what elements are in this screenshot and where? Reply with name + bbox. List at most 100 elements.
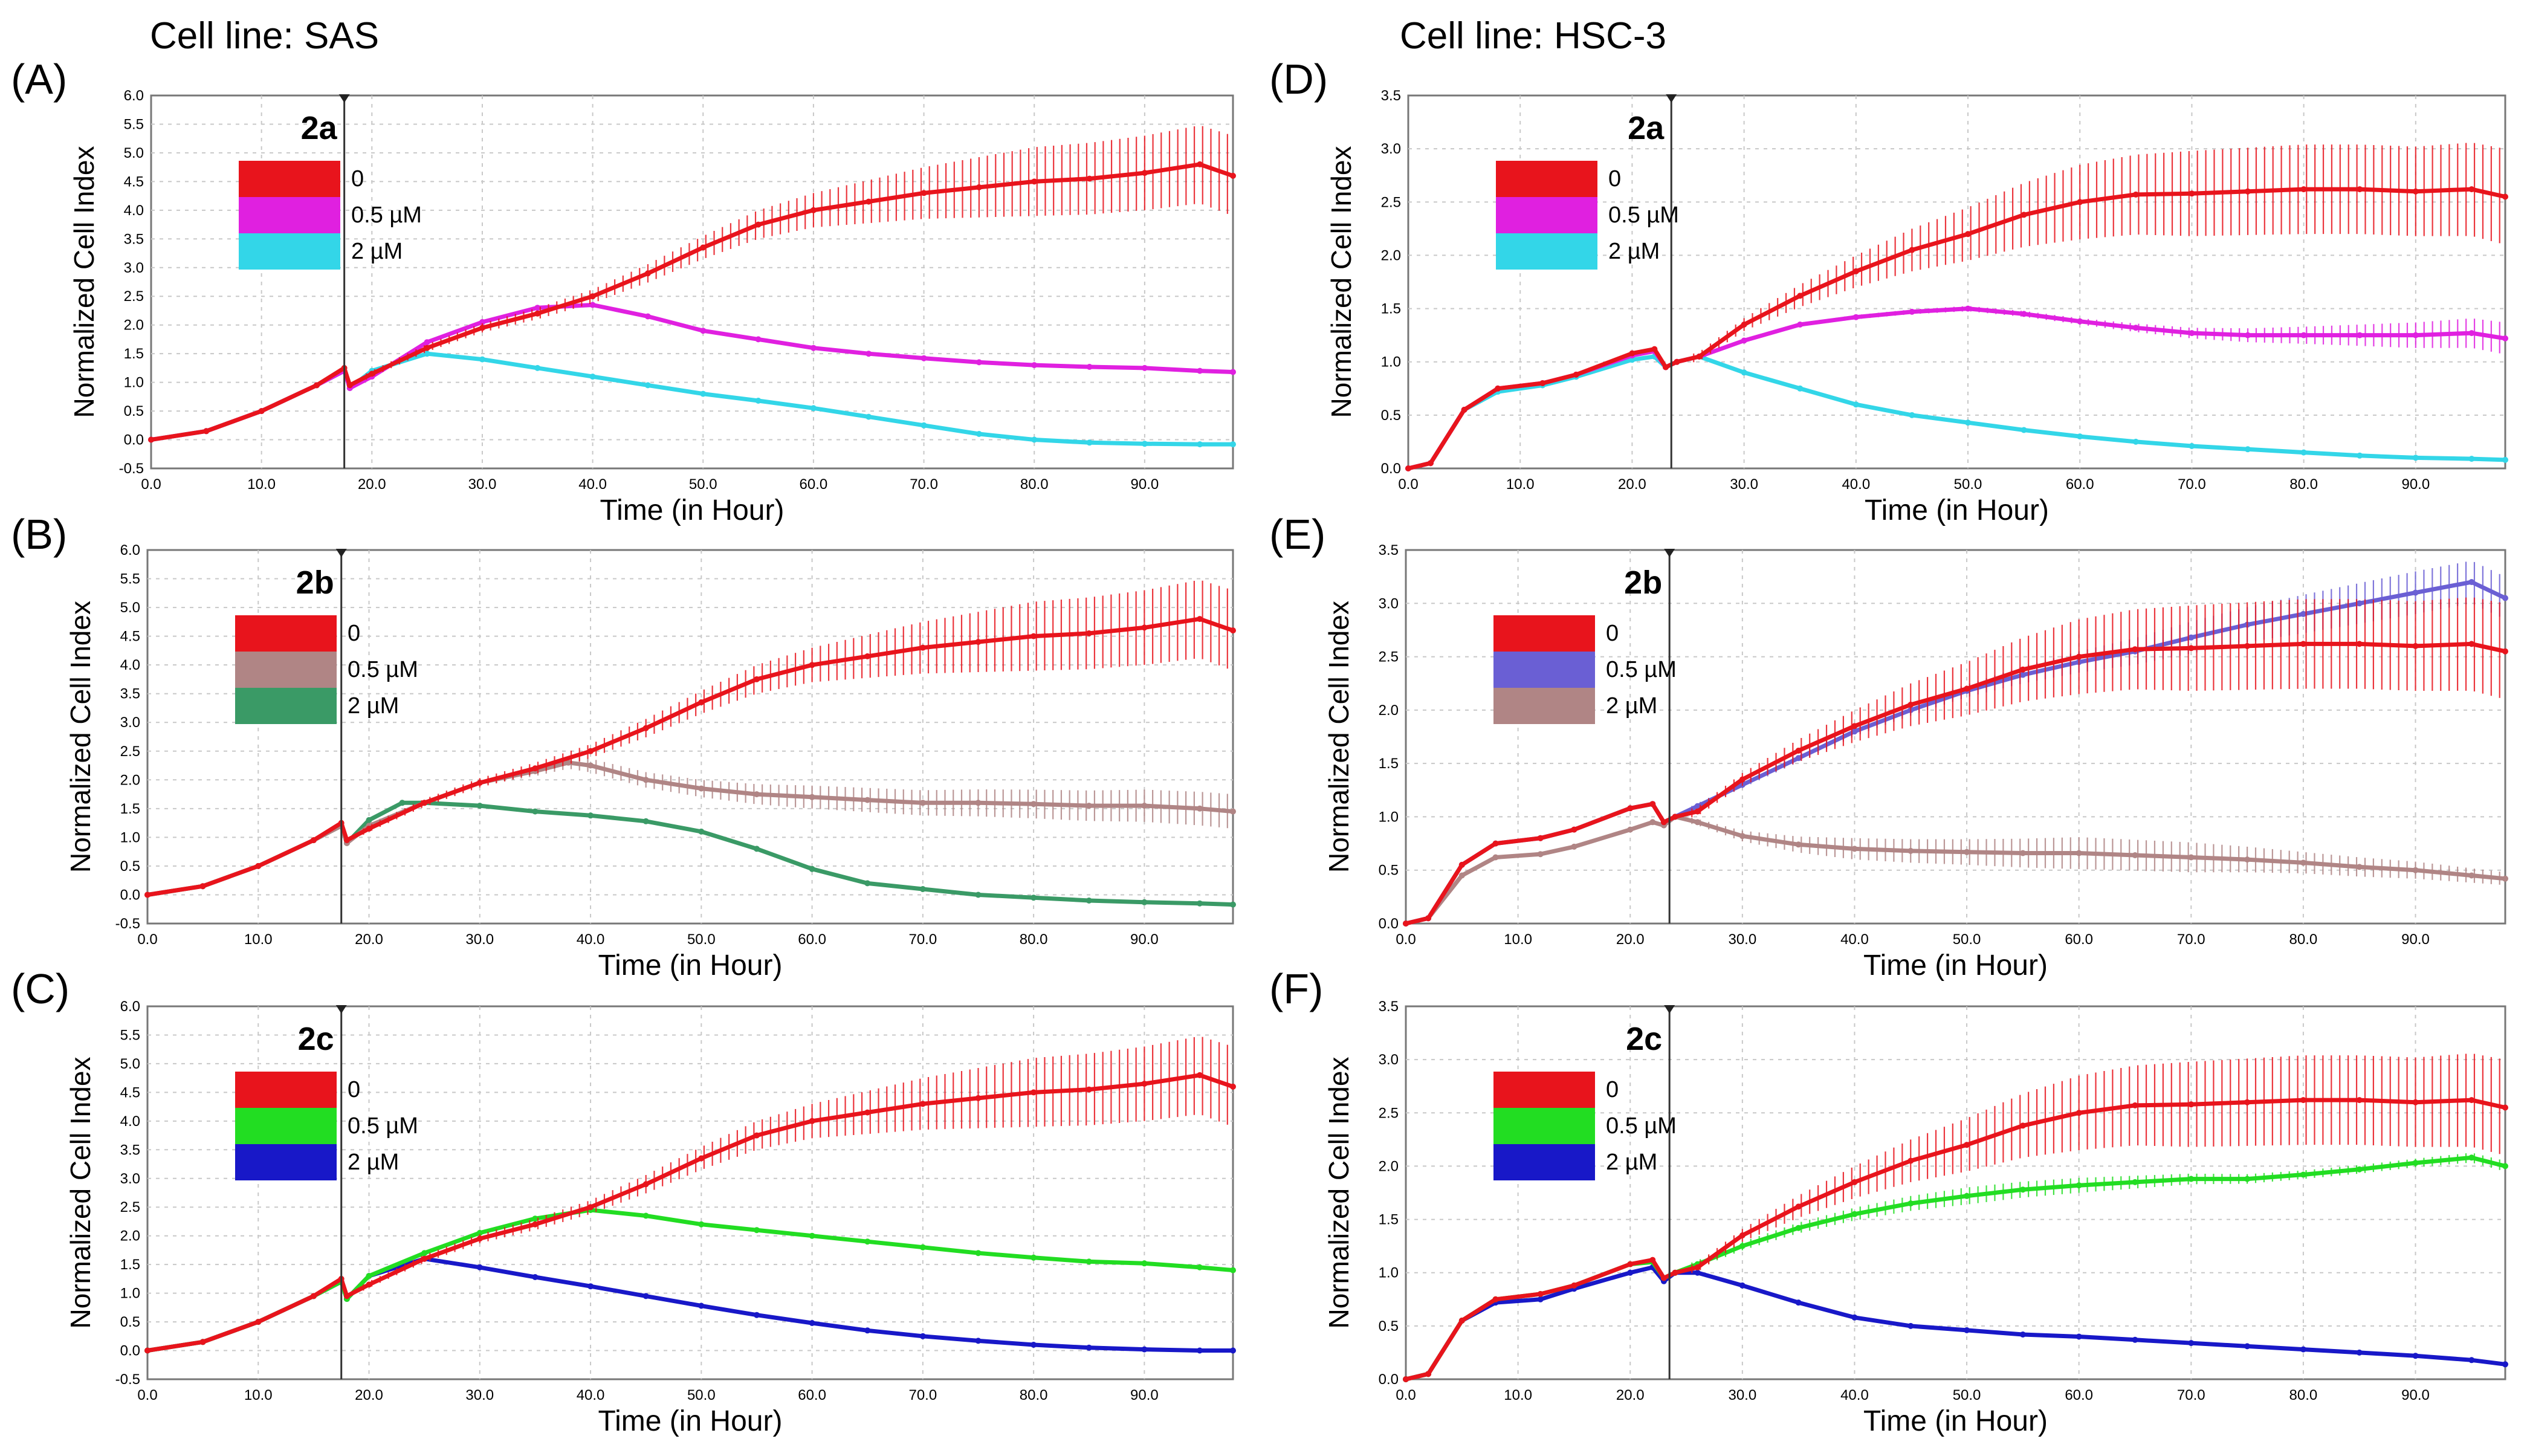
data-point bbox=[1495, 385, 1501, 392]
data-point bbox=[1197, 367, 1203, 374]
data-point bbox=[1797, 322, 1804, 328]
series-blue bbox=[1403, 1264, 2508, 1382]
data-point bbox=[1403, 921, 1409, 927]
data-point bbox=[1909, 412, 1915, 418]
data-point bbox=[1086, 175, 1093, 182]
data-markers bbox=[1403, 1264, 2508, 1382]
data-point bbox=[1230, 1347, 1236, 1354]
y-tick-label: 0.5 bbox=[1379, 1318, 1399, 1335]
data-line bbox=[1405, 641, 2506, 926]
data-point bbox=[424, 339, 430, 346]
legend-swatch bbox=[1493, 615, 1595, 652]
y-tick-label: 4.0 bbox=[120, 1113, 140, 1130]
legend-label: 2 µM bbox=[1606, 693, 1657, 719]
data-point bbox=[2300, 641, 2306, 647]
data-point bbox=[1663, 364, 1669, 370]
data-point bbox=[809, 794, 815, 800]
plot-frame bbox=[150, 94, 1234, 470]
legend-label: 0.5 µM bbox=[351, 202, 422, 228]
x-tick-label: 90.0 bbox=[2401, 1387, 2430, 1403]
data-point bbox=[534, 310, 541, 317]
panels-group: 0.0 10.0 20.0 30.0 40.0 50.0 60.0 70.0 80.0 90.0-… bbox=[11, 56, 2508, 1437]
y-tick-label: 1.0 bbox=[1381, 354, 1401, 370]
data-point bbox=[700, 244, 707, 251]
x-tick-label: 90.0 bbox=[1130, 1387, 1159, 1403]
data-point bbox=[2245, 332, 2251, 338]
data-point bbox=[1795, 1225, 1802, 1231]
data-point bbox=[587, 762, 594, 769]
panel-letter: (E) bbox=[1269, 511, 1325, 558]
x-tick-label: 30.0 bbox=[1730, 476, 1758, 493]
data-point bbox=[642, 725, 649, 731]
data-point bbox=[144, 1347, 150, 1354]
y-tick-label: 0.5 bbox=[1381, 407, 1401, 424]
data-point bbox=[754, 676, 760, 682]
data-point bbox=[2019, 666, 2026, 673]
data-point bbox=[2019, 1186, 2026, 1193]
data-point bbox=[1031, 1254, 1037, 1261]
data-point bbox=[2300, 859, 2306, 866]
x-tick-label: 0.0 bbox=[137, 1387, 157, 1403]
data-point bbox=[2188, 634, 2195, 641]
data-point bbox=[1739, 833, 1746, 840]
data-point bbox=[1964, 685, 1970, 692]
data-point bbox=[2502, 335, 2508, 341]
data-markers bbox=[1405, 186, 2508, 471]
data-point bbox=[1086, 803, 1092, 809]
data-point bbox=[975, 639, 982, 645]
x-tick-label: 90.0 bbox=[2401, 931, 2430, 948]
data-point bbox=[1851, 728, 1858, 735]
data-point bbox=[754, 1132, 760, 1139]
data-point bbox=[642, 777, 649, 783]
data-point bbox=[2468, 1357, 2475, 1364]
legend-label: 2 µM bbox=[1606, 1150, 1657, 1175]
data-point bbox=[1141, 899, 1148, 905]
x-tick-label: 80.0 bbox=[1020, 1387, 1048, 1403]
data-point bbox=[975, 1095, 982, 1101]
data-point bbox=[976, 184, 982, 190]
legend: 0 0.5 µM 2 µM bbox=[1496, 161, 1679, 270]
legend-label: 0.5 µM bbox=[348, 1113, 418, 1139]
plot-frame bbox=[1405, 1005, 2506, 1380]
data-point bbox=[1405, 465, 1411, 471]
data-point bbox=[1629, 357, 1636, 363]
data-markers bbox=[1403, 641, 2508, 927]
data-point bbox=[534, 364, 541, 371]
y-tick-label: 3.0 bbox=[120, 714, 140, 731]
data-point bbox=[1230, 1267, 1236, 1273]
data-point bbox=[864, 880, 871, 887]
data-point bbox=[2502, 875, 2508, 882]
data-point bbox=[476, 1229, 483, 1236]
data-point bbox=[700, 328, 707, 334]
y-tick-label: 6.0 bbox=[124, 88, 144, 104]
y-tick-label: 2.5 bbox=[1379, 649, 1399, 665]
x-tick-label: 80.0 bbox=[2289, 931, 2318, 948]
legend-swatch bbox=[1493, 1072, 1595, 1108]
legend: 0 0.5 µM 2 µM bbox=[239, 161, 422, 270]
panel-letter: (F) bbox=[1269, 965, 1323, 1012]
data-point bbox=[754, 846, 760, 852]
y-tick-label: 5.5 bbox=[120, 571, 140, 587]
data-point bbox=[1795, 1203, 1802, 1210]
compound-label: 2b bbox=[296, 565, 334, 601]
x-tick-label: 10.0 bbox=[244, 931, 273, 948]
data-point bbox=[2076, 1333, 2082, 1340]
legend-swatch bbox=[239, 233, 340, 270]
data-point bbox=[809, 662, 815, 668]
x-tick-label: 70.0 bbox=[908, 1387, 937, 1403]
x-tick-label: 80.0 bbox=[2289, 476, 2318, 493]
treatment-marker-triangle bbox=[1664, 1005, 1675, 1014]
data-point bbox=[479, 325, 485, 331]
data-point bbox=[921, 422, 927, 429]
data-point bbox=[2502, 595, 2508, 601]
x-axis: 0.0 10.0 20.0 30.0 40.0 50.0 60.0 70.0 80.0 90.0 bbox=[1398, 95, 2430, 493]
y-tick-label: 0.0 bbox=[1381, 461, 1401, 477]
data-point bbox=[1851, 1179, 1858, 1185]
data-point bbox=[2412, 867, 2419, 873]
data-point bbox=[421, 1255, 428, 1262]
x-tick-label: 20.0 bbox=[1616, 1387, 1645, 1403]
data-point bbox=[1651, 346, 1658, 352]
data-point bbox=[1795, 1299, 1802, 1306]
data-point bbox=[2019, 1331, 2026, 1338]
data-point bbox=[2300, 449, 2307, 456]
